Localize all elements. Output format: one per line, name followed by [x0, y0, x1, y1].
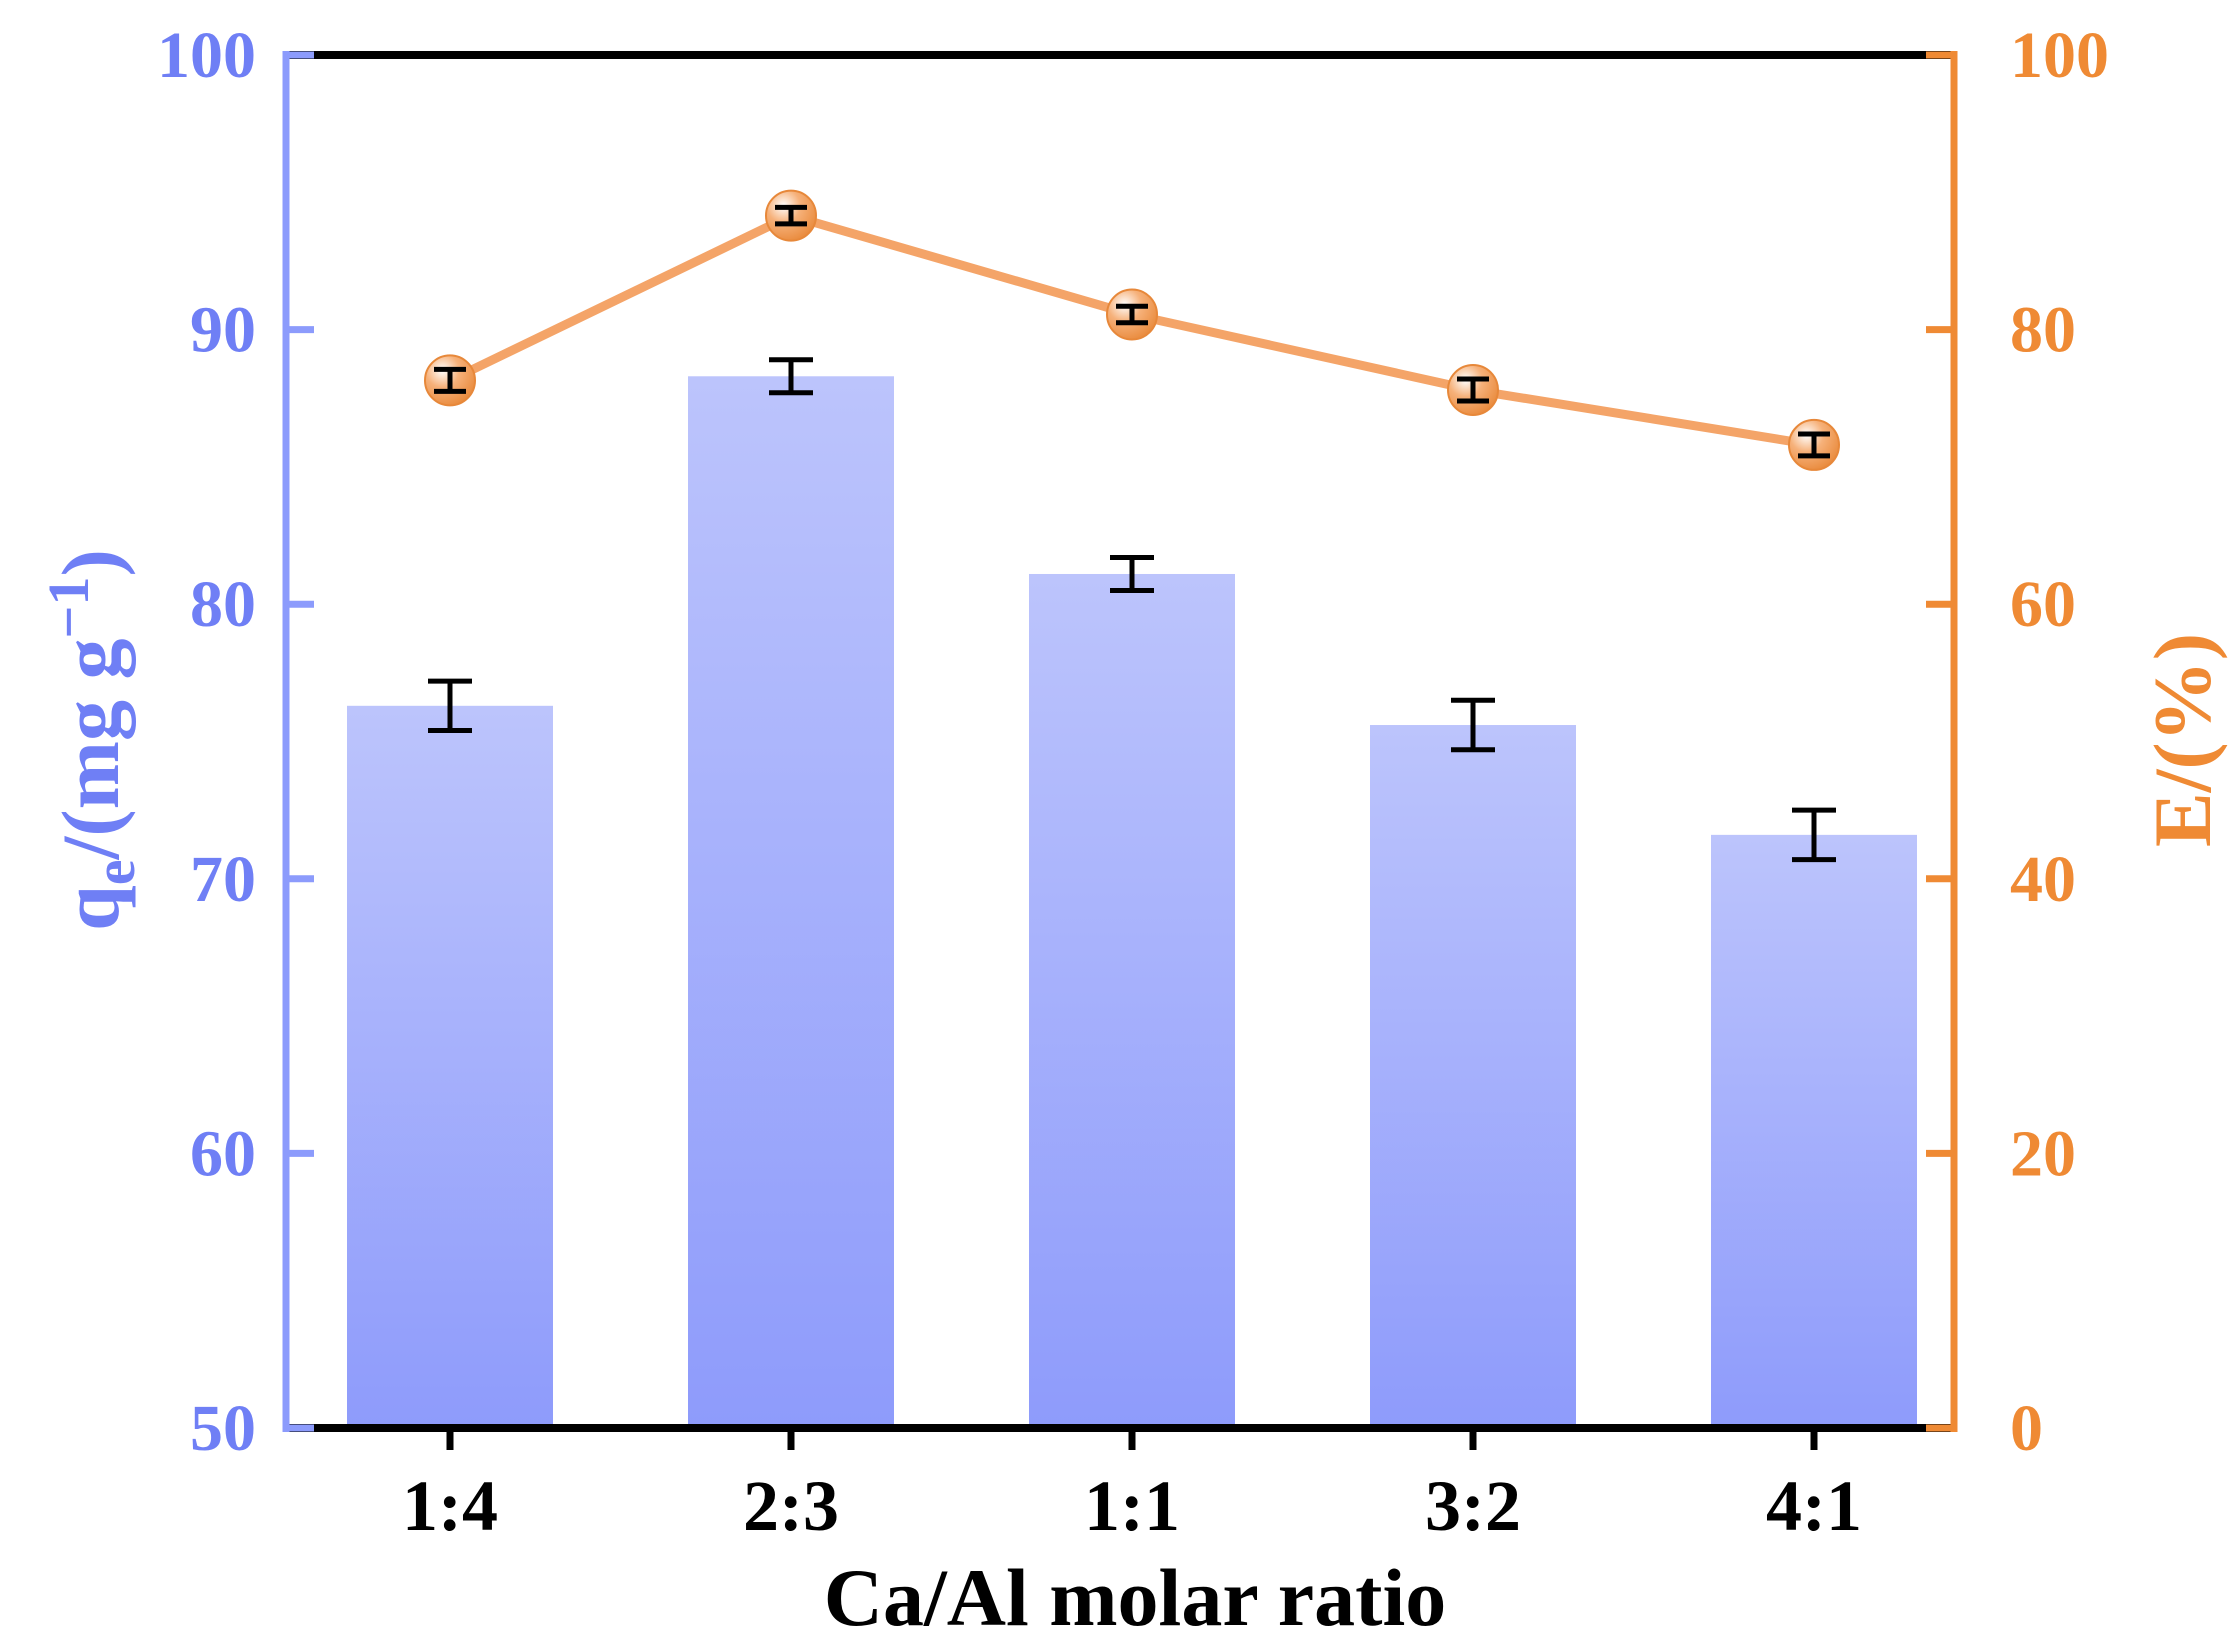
left-y-axis-title: qe/(mg g−1) — [36, 549, 147, 931]
x-axis-title: Ca/Al molar ratio — [824, 1552, 1447, 1643]
right-tick-label-0: 0 — [2010, 1392, 2043, 1465]
left-y-title-end: ) — [45, 549, 136, 576]
x-tick-label-4:1: 4:1 — [1766, 1466, 1862, 1546]
left-tick-label-80: 80 — [190, 568, 256, 641]
right-y-axis-title: E/(%) — [2137, 633, 2228, 847]
left-y-title-mid: /(mg g — [45, 639, 136, 861]
bars-layer — [347, 376, 1917, 1429]
x-tick-label-1:1: 1:1 — [1084, 1466, 1180, 1546]
left-tick-label-100: 100 — [157, 19, 256, 92]
left-y-title-sup: −1 — [36, 576, 101, 638]
right-axis-ticks: 0 20 40 60 80 100 — [1926, 19, 2109, 1465]
bar-1:1 — [1029, 573, 1235, 1428]
bar-1:4 — [347, 705, 553, 1428]
line-error-1:4 — [434, 366, 466, 394]
right-tick-label-100: 100 — [2010, 19, 2109, 92]
right-tick-label-80: 80 — [2010, 294, 2076, 367]
bar-4:1 — [1711, 834, 1917, 1428]
bar-3:2 — [1370, 725, 1576, 1428]
line-error-1:1 — [1116, 303, 1148, 326]
line-error-4:1 — [1798, 431, 1830, 459]
x-tick-label-2:3: 2:3 — [743, 1466, 839, 1546]
bar-error-4:1 — [1792, 807, 1836, 863]
bar-error-bars — [428, 357, 1836, 863]
line-series-layer — [424, 189, 1840, 471]
right-tick-label-20: 20 — [2010, 1117, 2076, 1190]
left-y-title-sub: e — [82, 859, 147, 885]
bar-error-3:2 — [1451, 697, 1495, 753]
line-error-2:3 — [775, 204, 807, 227]
bar-error-2:3 — [769, 357, 813, 396]
right-tick-label-40: 40 — [2010, 843, 2076, 916]
bar-error-1:4 — [428, 678, 472, 734]
x-tick-label-3:2: 3:2 — [1425, 1466, 1521, 1546]
left-tick-label-50: 50 — [190, 1392, 256, 1465]
left-tick-label-60: 60 — [190, 1117, 256, 1190]
left-tick-label-90: 90 — [190, 294, 256, 367]
bar-error-1:1 — [1110, 555, 1154, 593]
x-tick-label-1:4: 1:4 — [402, 1466, 498, 1546]
line-error-3:2 — [1457, 376, 1489, 404]
left-y-title-q: q — [45, 885, 136, 931]
left-axis-ticks: 50 60 70 80 90 100 — [157, 19, 314, 1465]
x-axis-ticks: 1:4 2:3 1:1 3:2 4:1 — [402, 1428, 1862, 1546]
bar-2:3 — [688, 376, 894, 1429]
right-tick-label-60: 60 — [2010, 568, 2076, 641]
left-tick-label-70: 70 — [190, 843, 256, 916]
